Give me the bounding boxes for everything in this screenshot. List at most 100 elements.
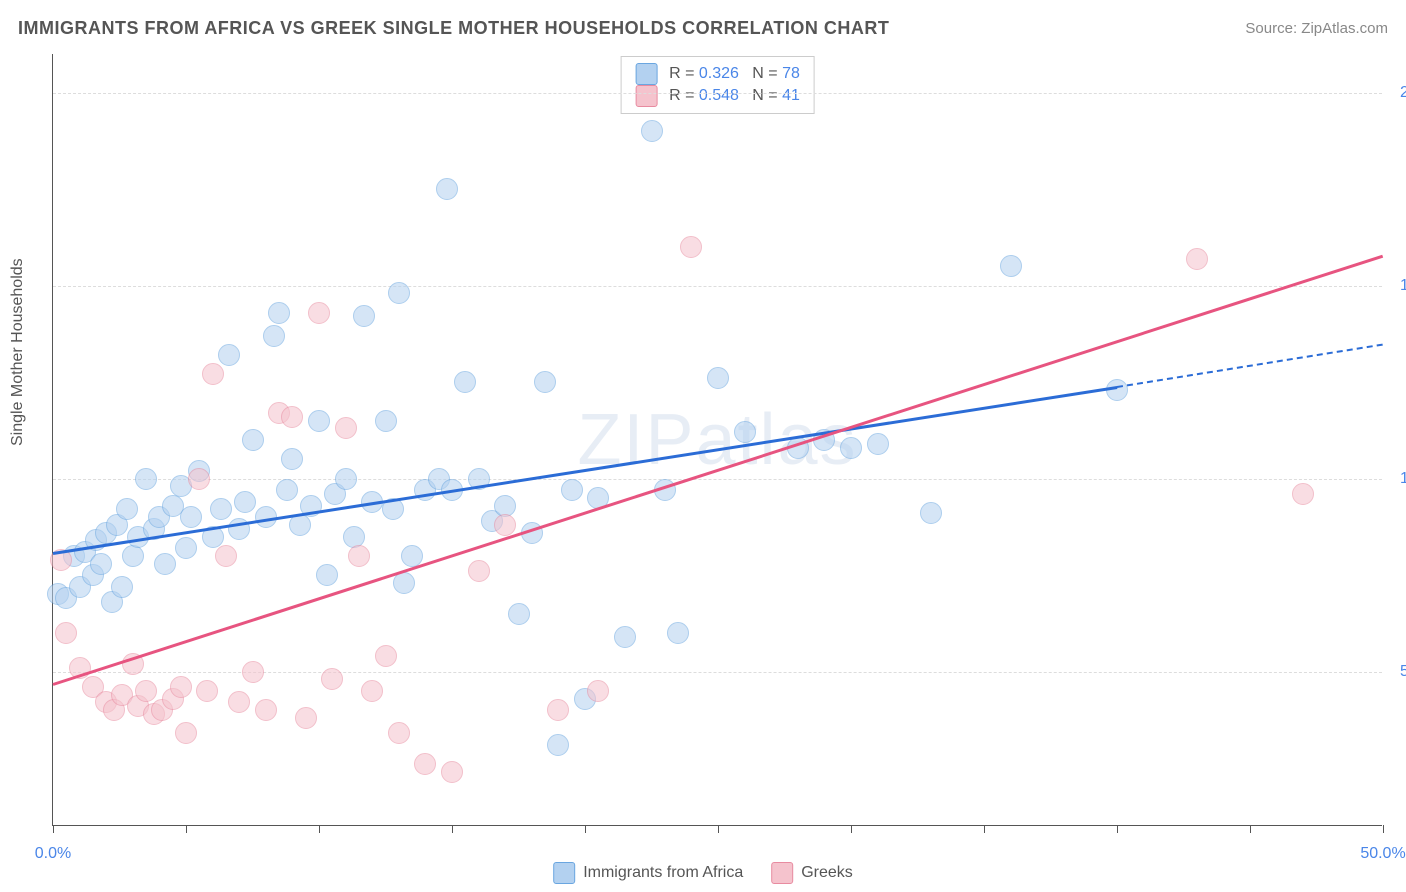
data-point	[268, 302, 290, 324]
data-point	[840, 437, 862, 459]
data-point	[188, 468, 210, 490]
series-legend: Immigrants from Africa Greeks	[553, 862, 853, 884]
chart-title: IMMIGRANTS FROM AFRICA VS GREEK SINGLE M…	[18, 18, 889, 39]
gridline	[53, 93, 1382, 94]
data-point	[335, 468, 357, 490]
x-tick-label: 50.0%	[1360, 845, 1405, 863]
data-point	[375, 645, 397, 667]
data-point	[308, 302, 330, 324]
data-point	[90, 553, 112, 575]
legend-swatch	[635, 85, 657, 107]
data-point	[316, 564, 338, 586]
data-point	[116, 498, 138, 520]
x-tick	[1383, 825, 1384, 833]
y-axis-label: Single Mother Households	[9, 258, 27, 446]
data-point	[202, 363, 224, 385]
legend-label: Greeks	[801, 864, 853, 882]
x-tick	[1250, 825, 1251, 833]
legend-swatch	[771, 862, 793, 884]
legend-item: Immigrants from Africa	[553, 862, 743, 884]
legend-row: R = 0.326 N = 78	[635, 63, 800, 85]
gridline	[53, 286, 1382, 287]
data-point	[388, 282, 410, 304]
data-point	[180, 506, 202, 528]
data-point	[308, 410, 330, 432]
legend-row: R = 0.548 N = 41	[635, 85, 800, 107]
chart-header: IMMIGRANTS FROM AFRICA VS GREEK SINGLE M…	[18, 18, 1388, 39]
data-point	[734, 421, 756, 443]
data-point	[547, 699, 569, 721]
data-point	[122, 545, 144, 567]
source-attribution: Source: ZipAtlas.com	[1245, 20, 1388, 37]
legend-stat: R = 0.548 N = 41	[669, 87, 800, 105]
x-tick	[718, 825, 719, 833]
data-point	[234, 491, 256, 513]
data-point	[295, 707, 317, 729]
data-point	[321, 668, 343, 690]
data-point	[1186, 248, 1208, 270]
data-point	[494, 514, 516, 536]
data-point	[210, 498, 232, 520]
x-tick-label: 0.0%	[35, 845, 71, 863]
data-point	[547, 734, 569, 756]
data-point	[154, 553, 176, 575]
data-point	[281, 448, 303, 470]
legend-label: Immigrants from Africa	[583, 864, 743, 882]
data-point	[281, 406, 303, 428]
data-point	[680, 236, 702, 258]
data-point	[920, 502, 942, 524]
x-tick	[186, 825, 187, 833]
data-point	[561, 479, 583, 501]
x-tick	[452, 825, 453, 833]
x-tick	[53, 825, 54, 833]
source-label: Source:	[1245, 20, 1297, 37]
data-point	[534, 371, 556, 393]
data-point	[1292, 483, 1314, 505]
data-point	[361, 680, 383, 702]
data-point	[348, 545, 370, 567]
data-point	[55, 622, 77, 644]
data-point	[707, 367, 729, 389]
scatter-plot-area: ZIPatlas R = 0.326 N = 78R = 0.548 N = 4…	[52, 54, 1382, 826]
data-point	[111, 576, 133, 598]
data-point	[375, 410, 397, 432]
data-point	[255, 699, 277, 721]
data-point	[228, 691, 250, 713]
source-link[interactable]: ZipAtlas.com	[1301, 20, 1388, 37]
x-tick	[585, 825, 586, 833]
y-tick-label: 5.0%	[1388, 663, 1406, 681]
data-point	[242, 429, 264, 451]
data-point	[353, 305, 375, 327]
legend-item: Greeks	[771, 862, 853, 884]
data-point	[276, 479, 298, 501]
data-point	[667, 622, 689, 644]
x-tick	[851, 825, 852, 833]
data-point	[614, 626, 636, 648]
trend-line	[53, 386, 1117, 555]
data-point	[1000, 255, 1022, 277]
data-point	[436, 178, 458, 200]
x-tick	[984, 825, 985, 833]
data-point	[641, 120, 663, 142]
data-point	[196, 680, 218, 702]
gridline	[53, 479, 1382, 480]
trend-line	[53, 255, 1384, 686]
legend-swatch	[635, 63, 657, 85]
correlation-legend: R = 0.326 N = 78 R = 0.548 N = 41	[620, 56, 815, 114]
data-point	[508, 603, 530, 625]
data-point	[587, 680, 609, 702]
data-point	[218, 344, 240, 366]
y-tick-label: 15.0%	[1388, 277, 1406, 295]
data-point	[867, 433, 889, 455]
data-point	[135, 680, 157, 702]
legend-stat: R = 0.326 N = 78	[669, 65, 800, 83]
data-point	[388, 722, 410, 744]
data-point	[135, 468, 157, 490]
data-point	[414, 753, 436, 775]
data-point	[170, 676, 192, 698]
data-point	[242, 661, 264, 683]
data-point	[175, 537, 197, 559]
data-point	[454, 371, 476, 393]
trend-line	[1117, 344, 1383, 388]
legend-swatch	[553, 862, 575, 884]
